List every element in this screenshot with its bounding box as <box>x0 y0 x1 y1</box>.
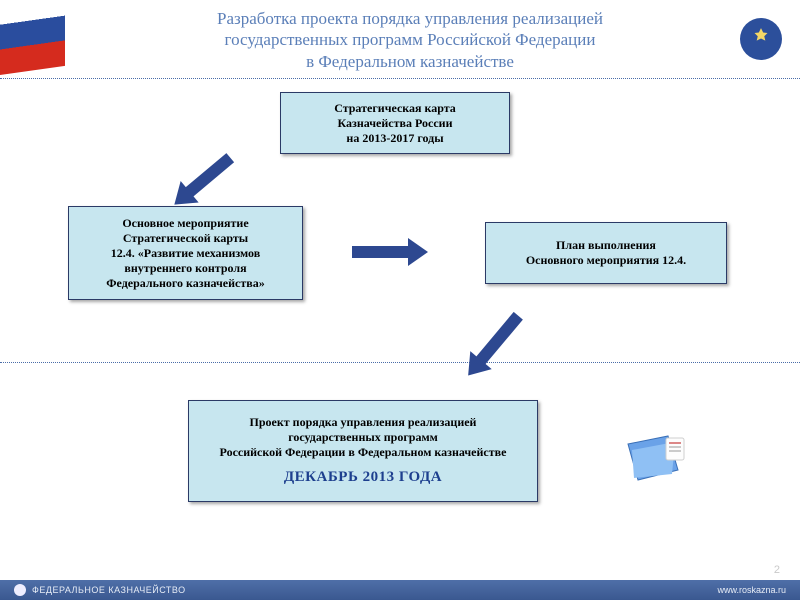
folder-icon <box>620 430 690 490</box>
arrow-left-to-right <box>350 234 430 270</box>
title-line-3: в Федеральном казначействе <box>130 51 690 72</box>
box-strategic-map: Стратегическая карта Казначейства России… <box>280 92 510 154</box>
box-plan: План выполнения Основного мероприятия 12… <box>485 222 727 284</box>
footer-left: ФЕДЕРАЛЬНОЕ КАЗНАЧЕЙСТВО <box>14 584 186 596</box>
title-line-2: государственных программ Российской Феде… <box>130 29 690 50</box>
footer-bar: ФЕДЕРАЛЬНОЕ КАЗНАЧЕЙСТВО www.roskazna.ru <box>0 580 800 600</box>
page-title: Разработка проекта порядка управления ре… <box>130 8 690 72</box>
project-date: ДЕКАБРЬ 2013 ГОДА <box>284 468 442 487</box>
divider-top <box>0 78 800 79</box>
treasury-logo <box>740 18 782 60</box>
divider-mid <box>0 362 800 363</box>
box-project: Проект порядка управления реализацией го… <box>188 400 538 502</box>
title-line-1: Разработка проекта порядка управления ре… <box>130 8 690 29</box>
footer-logo-icon <box>14 584 26 596</box>
page-number: 2 <box>774 564 780 576</box>
box-main-event: Основное мероприятие Стратегической карт… <box>68 206 303 300</box>
flag-decoration <box>0 0 65 75</box>
footer-url: www.roskazna.ru <box>717 585 786 595</box>
arrow-right-to-bottom <box>453 303 533 389</box>
